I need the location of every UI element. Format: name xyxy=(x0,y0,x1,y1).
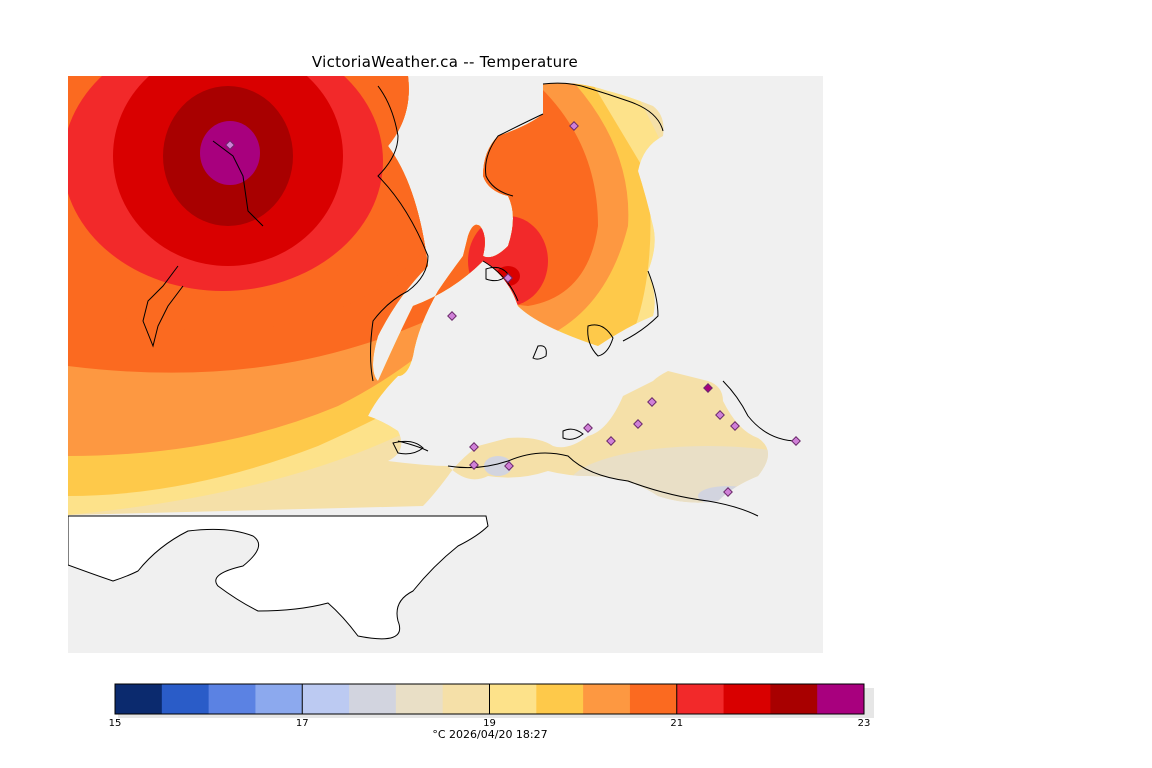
legend-bin xyxy=(676,684,725,714)
station-marker[interactable] xyxy=(723,487,733,497)
station-marker[interactable] xyxy=(730,421,740,431)
station-marker[interactable] xyxy=(606,436,616,446)
legend-tick-label: 15 xyxy=(109,718,122,729)
legend-tick-label: 23 xyxy=(858,718,871,729)
legend-tick-label: 21 xyxy=(670,718,683,729)
legend-tick-label: 19 xyxy=(483,718,496,729)
station-marker[interactable] xyxy=(703,383,713,393)
legend-bin xyxy=(770,684,818,714)
station-marker[interactable] xyxy=(569,121,579,131)
legend-bin xyxy=(208,684,256,714)
map-title: VictoriaWeather.ca -- Temperature xyxy=(311,53,579,71)
station-marker[interactable] xyxy=(469,460,479,470)
station-marker[interactable] xyxy=(633,419,643,429)
legend-caption: °C 2026/04/20 18:27 xyxy=(432,728,548,741)
station-marker[interactable] xyxy=(647,397,657,407)
station-marker[interactable] xyxy=(791,436,801,446)
station-marker[interactable] xyxy=(583,423,593,433)
station-marker[interactable] xyxy=(715,410,725,420)
station-marker[interactable] xyxy=(225,140,235,150)
legend-bin xyxy=(161,684,210,714)
legend-color-bins xyxy=(115,684,865,714)
station-marker[interactable] xyxy=(503,273,513,283)
station-marker[interactable] xyxy=(447,311,457,321)
legend-bin xyxy=(723,684,771,714)
legend-bin xyxy=(629,684,678,714)
legend-bin xyxy=(817,684,865,714)
legend-bin xyxy=(583,684,631,714)
legend-ticks: 15 17 19 21 23 xyxy=(109,684,871,729)
legend-bin xyxy=(115,684,163,714)
legend-bin xyxy=(536,684,584,714)
station-marker[interactable] xyxy=(469,442,479,452)
legend-bin xyxy=(349,684,397,714)
station-marker[interactable] xyxy=(504,461,514,471)
unmodeled-landmass xyxy=(68,515,489,640)
coastline xyxy=(142,82,799,517)
legend-bin xyxy=(302,684,350,714)
legend-bin xyxy=(442,684,490,714)
legend-tick-label: 17 xyxy=(296,718,309,729)
legend-bin xyxy=(255,684,303,714)
weather-stations xyxy=(225,121,801,497)
legend-bin xyxy=(395,684,444,714)
temperature-map xyxy=(68,76,823,653)
legend-bin xyxy=(489,684,537,714)
